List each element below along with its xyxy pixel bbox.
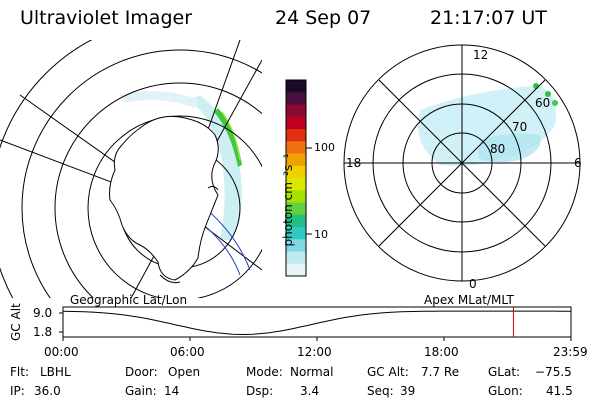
time-tick-0600: 06:00 [170,345,205,359]
colorbar [286,80,306,277]
colorbar-tick-10: 10 [314,228,328,241]
filter-value: LBHL [40,365,71,379]
altitude-curve [62,310,572,336]
geo-map-content [0,40,262,298]
colorbar-swatch [286,92,306,105]
dsp-label: Dsp: [246,384,274,398]
door-value: Open [168,365,201,379]
colorbar-swatch [286,141,306,154]
mode-value: Normal [290,365,334,379]
door-label: Door: [125,365,158,379]
glat-value: −75.5 [535,365,572,379]
altitude-ylabel: GC Alt [9,303,23,341]
colorbar-swatch [286,80,306,93]
colorbar-swatch [286,227,306,240]
colorbar-swatch [286,178,306,191]
colorbar-swatch [286,251,306,265]
colorbar-swatch [286,129,306,142]
ip-label: IP: [10,384,25,398]
altitude-ytick-bottom: 1.8 [33,325,53,339]
seq-value: 39 [400,384,416,398]
time-tick-1800: 18:00 [424,345,459,359]
colorbar-swatch [286,190,306,203]
glat-label: GLat: [488,365,521,379]
filter-label: Flt: [10,365,29,379]
gc-alt-value: 7.7 Re [421,365,460,379]
apex-polar-map [343,44,581,282]
glon-label: GLon: [488,384,523,398]
mlt-label-left: 18 [346,156,362,170]
observation-date: 24 Sep 07 [275,7,372,29]
mlat-label-60: 60 [535,96,551,110]
colorbar-tick-100: 100 [314,141,335,154]
colorbar-swatch [286,116,306,130]
ip-value: 36.0 [34,384,61,398]
mode-label: Mode: [246,365,283,379]
colorbar-swatch [286,165,306,179]
altitude-plot [59,306,572,341]
geo-map-label: Geographic Lat/Lon [70,293,188,307]
seq-label: Seq: [367,384,394,398]
observation-time: 21:17:07 UT [430,7,547,29]
mlat-label-80: 80 [490,142,506,156]
dsp-value: 3.4 [300,384,320,398]
time-tick-1200: 12:00 [297,345,332,359]
altitude-ytick-top: 9.0 [33,306,53,320]
colorbar-unit-label: photon cm⁻²s⁻¹ [281,153,295,247]
gain-label: Gain: [125,384,157,398]
mlt-label-right: 6 [574,156,582,170]
colorbar-swatch [286,104,306,118]
glon-value: 41.5 [546,384,573,398]
gc-alt-label: GC Alt: [367,365,409,379]
colorbar-swatch [286,214,306,228]
instrument-title: Ultraviolet Imager [20,7,193,29]
gain-value: 14 [164,384,180,398]
time-tick-0000: 00:00 [44,345,79,359]
aurora-arc [214,108,242,167]
colorbar-swatch [286,239,306,252]
apex-map-label: Apex MLat/MLT [424,293,514,307]
mlt-label-top: 12 [473,48,489,62]
mlt-label-bottom: 0 [469,277,477,291]
time-tick-2359: 23:59 [553,345,588,359]
mlat-label-70: 70 [512,120,528,134]
colorbar-swatch [286,263,306,277]
colorbar-swatch [286,202,306,216]
antarctica-coastline [109,115,219,281]
colorbar-swatch [286,153,306,167]
